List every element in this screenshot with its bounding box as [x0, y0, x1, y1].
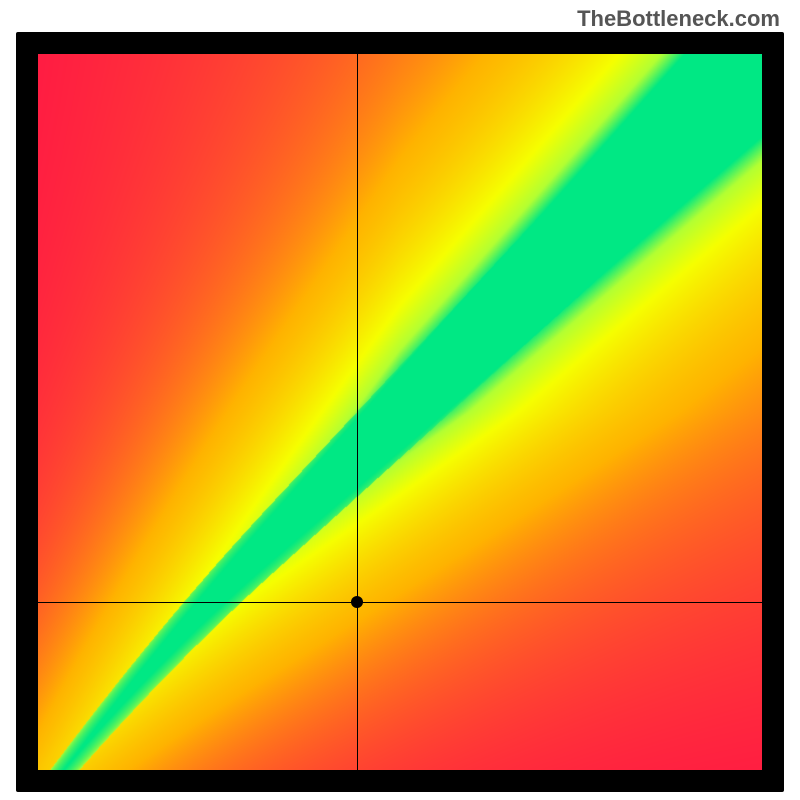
plot-inner: [38, 54, 762, 770]
crosshair-horizontal: [38, 602, 762, 603]
crosshair-vertical: [357, 54, 358, 770]
branding-label: TheBottleneck.com: [577, 6, 780, 32]
marker-dot: [347, 592, 367, 612]
heatmap-canvas: [38, 54, 762, 770]
plot-frame: [16, 32, 784, 792]
